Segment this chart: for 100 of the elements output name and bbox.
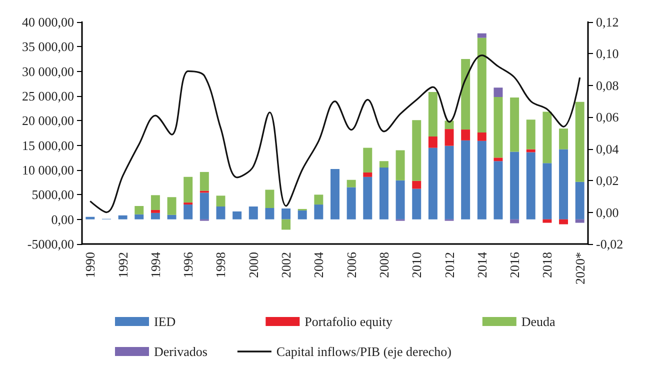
x-tick-label: 1990 [82, 252, 98, 278]
bar [412, 188, 422, 220]
x-tick-label: 2002 [278, 252, 294, 278]
bar [282, 208, 291, 220]
bar [444, 129, 454, 146]
bar [298, 210, 307, 220]
bar [232, 211, 242, 220]
x-tick-label: 2014 [474, 252, 490, 278]
bar [477, 38, 486, 133]
x-tick-label: 2012 [442, 252, 457, 278]
bar [510, 97, 520, 152]
bar [542, 219, 552, 223]
x-tick-label: 1998 [213, 252, 228, 278]
bar [134, 214, 144, 220]
y2-tick-label: 0,10 [596, 46, 619, 62]
bar [477, 33, 486, 38]
x-tick-label: 1996 [180, 252, 196, 278]
y-tick-label: 20 000,00 [22, 113, 74, 128]
bar [494, 96, 503, 158]
y2-tick-label: -0,02 [596, 236, 624, 252]
y-tick-label: 35 000,00 [22, 39, 74, 54]
bar [86, 216, 95, 220]
bar [559, 149, 568, 220]
y-tick-label: 30 000,00 [22, 64, 74, 79]
x-tick-label: 1994 [148, 252, 163, 278]
legend-label: Derivados [154, 344, 208, 359]
x-tick-label: 2008 [376, 252, 392, 278]
bar [412, 180, 422, 189]
bar [150, 195, 160, 210]
bar [200, 172, 209, 191]
bar [510, 219, 520, 224]
bar [150, 212, 160, 220]
bar [167, 197, 176, 215]
bar [118, 215, 128, 220]
bar [134, 206, 144, 214]
bar [526, 120, 536, 150]
bar [396, 180, 405, 220]
bar [330, 169, 340, 220]
bar [396, 150, 405, 180]
bar [494, 161, 503, 220]
legend-label: Deuda [521, 314, 556, 329]
bar [428, 92, 438, 136]
bar [461, 130, 470, 140]
bar [461, 140, 470, 220]
bar [216, 206, 226, 220]
bar [542, 163, 552, 220]
bar [363, 148, 372, 172]
y-tick-label: 5000,00 [32, 187, 74, 202]
bar [167, 214, 176, 220]
bar [282, 219, 291, 230]
x-tick-label: 2006 [344, 252, 359, 278]
bar [216, 196, 226, 207]
bar [494, 88, 503, 97]
bar [542, 112, 552, 164]
legend-label: Portafolio equity [304, 314, 393, 329]
x-tick-label: 2018 [540, 252, 555, 278]
bar [428, 148, 438, 220]
bar [428, 136, 438, 148]
y2-tick-label: 0,12 [596, 14, 619, 30]
bar [559, 128, 568, 150]
bar [575, 219, 584, 223]
bar [444, 146, 454, 220]
bar [412, 120, 422, 181]
bar [265, 208, 274, 220]
y-tick-label: 25 000,00 [22, 88, 74, 104]
y2-tick-label: 0,04 [596, 141, 620, 156]
x-tick-label: 2010 [409, 252, 424, 278]
line-series [89, 54, 581, 214]
y2-tick-label: 0,02 [596, 173, 619, 188]
bar [184, 176, 193, 203]
bar [510, 152, 520, 220]
bar [526, 152, 536, 220]
legend-label: Capital inflows/PIB (eje derecho) [276, 344, 452, 359]
bar [200, 192, 209, 220]
bar [575, 102, 584, 182]
x-tick-label: 2004 [311, 252, 326, 278]
x-tick-label: 1992 [115, 252, 130, 278]
y-tick-label: 15 000,00 [22, 138, 74, 153]
bar [379, 161, 388, 168]
bar [184, 204, 193, 220]
bar [477, 140, 486, 220]
bar [477, 132, 486, 141]
y2-tick-label: 0,06 [596, 110, 620, 125]
x-tick-label: 2000 [246, 252, 261, 278]
y-tick-label: 0,00 [51, 212, 74, 227]
bar [248, 206, 258, 220]
y2-tick-label: 0,08 [596, 78, 619, 93]
y-tick-label: 10 000,00 [22, 162, 74, 178]
y-tick-label: 40 000,00 [22, 14, 74, 30]
bar [363, 176, 372, 220]
bar [494, 158, 503, 162]
bar [461, 59, 470, 130]
bar [559, 219, 568, 224]
bar [265, 190, 274, 208]
x-tick-label: 2016 [507, 252, 522, 278]
y-tick-label: -5000,00 [27, 236, 74, 252]
bar [363, 172, 372, 177]
legend-label: IED [154, 314, 176, 329]
bar [314, 204, 324, 220]
bar [575, 182, 584, 220]
